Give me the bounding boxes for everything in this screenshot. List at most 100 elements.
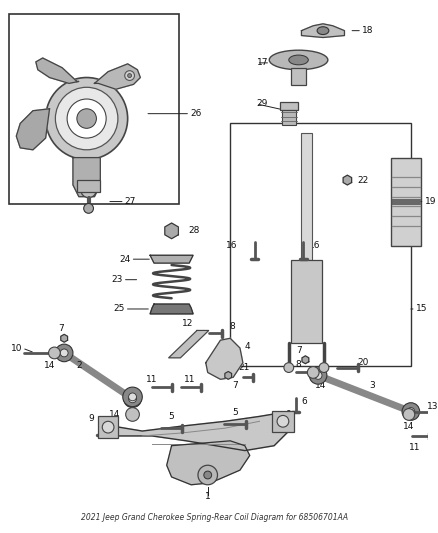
Bar [300, 133, 312, 260]
Text: 4: 4 [245, 342, 251, 351]
Polygon shape [150, 304, 193, 314]
Text: 7: 7 [232, 381, 238, 390]
Circle shape [60, 349, 68, 357]
Text: 17: 17 [257, 59, 268, 67]
Circle shape [55, 87, 118, 150]
Text: 11: 11 [184, 375, 196, 384]
Text: 10: 10 [11, 344, 22, 352]
Bar [282, 110, 296, 125]
Text: 5: 5 [232, 408, 238, 417]
Text: 20: 20 [357, 358, 368, 367]
Text: 13: 13 [427, 402, 438, 411]
Polygon shape [95, 64, 140, 89]
Ellipse shape [317, 27, 329, 35]
Ellipse shape [289, 55, 308, 65]
Text: 21: 21 [238, 363, 249, 372]
Text: 7: 7 [296, 346, 301, 356]
Text: 5: 5 [169, 412, 174, 421]
Text: 16: 16 [309, 241, 321, 250]
Text: 2: 2 [76, 361, 81, 370]
Bar [272, 410, 293, 432]
Polygon shape [165, 223, 178, 239]
Polygon shape [302, 356, 309, 364]
Polygon shape [343, 175, 352, 185]
Text: 27: 27 [125, 197, 136, 206]
Text: 3: 3 [369, 381, 374, 390]
Polygon shape [16, 109, 49, 150]
Text: 7: 7 [107, 422, 113, 431]
Circle shape [307, 367, 319, 378]
Circle shape [84, 204, 93, 213]
Circle shape [123, 387, 142, 407]
Circle shape [126, 408, 139, 421]
Text: 8: 8 [296, 360, 301, 369]
Text: 14: 14 [44, 361, 55, 370]
Text: 22: 22 [357, 175, 368, 184]
Text: 23: 23 [111, 275, 123, 284]
Text: 29: 29 [257, 99, 268, 108]
Text: 15: 15 [416, 304, 427, 313]
Circle shape [77, 109, 96, 128]
Circle shape [49, 347, 60, 359]
Circle shape [309, 367, 327, 384]
Text: 16: 16 [226, 241, 237, 250]
Text: 14: 14 [315, 381, 327, 390]
Circle shape [204, 471, 212, 479]
Circle shape [102, 421, 114, 433]
Text: 8: 8 [229, 322, 235, 331]
Text: 11: 11 [146, 375, 158, 384]
Text: 12: 12 [182, 319, 194, 328]
Text: 1: 1 [205, 492, 211, 501]
Polygon shape [61, 334, 67, 342]
Text: 6: 6 [301, 397, 307, 406]
Circle shape [403, 409, 415, 421]
Circle shape [314, 372, 322, 379]
Text: 19: 19 [424, 197, 436, 206]
Circle shape [402, 403, 420, 421]
Text: 18: 18 [362, 26, 374, 35]
Text: 25: 25 [113, 304, 125, 313]
Text: 14: 14 [403, 422, 415, 431]
Text: 14: 14 [109, 410, 120, 419]
Circle shape [127, 74, 131, 77]
Text: 26: 26 [190, 109, 201, 118]
Polygon shape [167, 441, 250, 485]
Text: 9: 9 [89, 414, 95, 423]
Polygon shape [225, 372, 232, 379]
Polygon shape [150, 255, 193, 263]
Bar [291, 260, 322, 343]
Text: 11: 11 [409, 443, 420, 452]
Polygon shape [113, 411, 293, 450]
Circle shape [319, 362, 329, 373]
Text: 28: 28 [188, 227, 200, 236]
Polygon shape [36, 58, 79, 83]
Circle shape [129, 393, 137, 401]
Circle shape [81, 182, 96, 198]
Bar [291, 68, 306, 85]
Circle shape [407, 408, 415, 415]
Circle shape [129, 395, 137, 403]
Circle shape [198, 465, 218, 485]
Circle shape [46, 77, 127, 159]
Bar [8, 14, 180, 205]
Polygon shape [73, 158, 100, 197]
Ellipse shape [269, 50, 328, 70]
Bar [77, 180, 100, 192]
Polygon shape [206, 338, 243, 379]
Circle shape [55, 344, 73, 362]
Bar [391, 158, 420, 246]
Bar [99, 416, 118, 438]
Text: 24: 24 [119, 255, 131, 264]
Polygon shape [169, 330, 209, 358]
Bar [230, 124, 411, 366]
Text: 9: 9 [286, 410, 292, 419]
Circle shape [67, 99, 106, 138]
Polygon shape [301, 24, 344, 37]
Bar [280, 102, 297, 110]
Circle shape [125, 71, 134, 80]
Text: 7: 7 [58, 324, 64, 333]
Text: 2021 Jeep Grand Cherokee Spring-Rear Coil Diagram for 68506701AA: 2021 Jeep Grand Cherokee Spring-Rear Coi… [81, 513, 348, 522]
Circle shape [124, 390, 141, 408]
Circle shape [284, 362, 293, 373]
Circle shape [277, 415, 289, 427]
